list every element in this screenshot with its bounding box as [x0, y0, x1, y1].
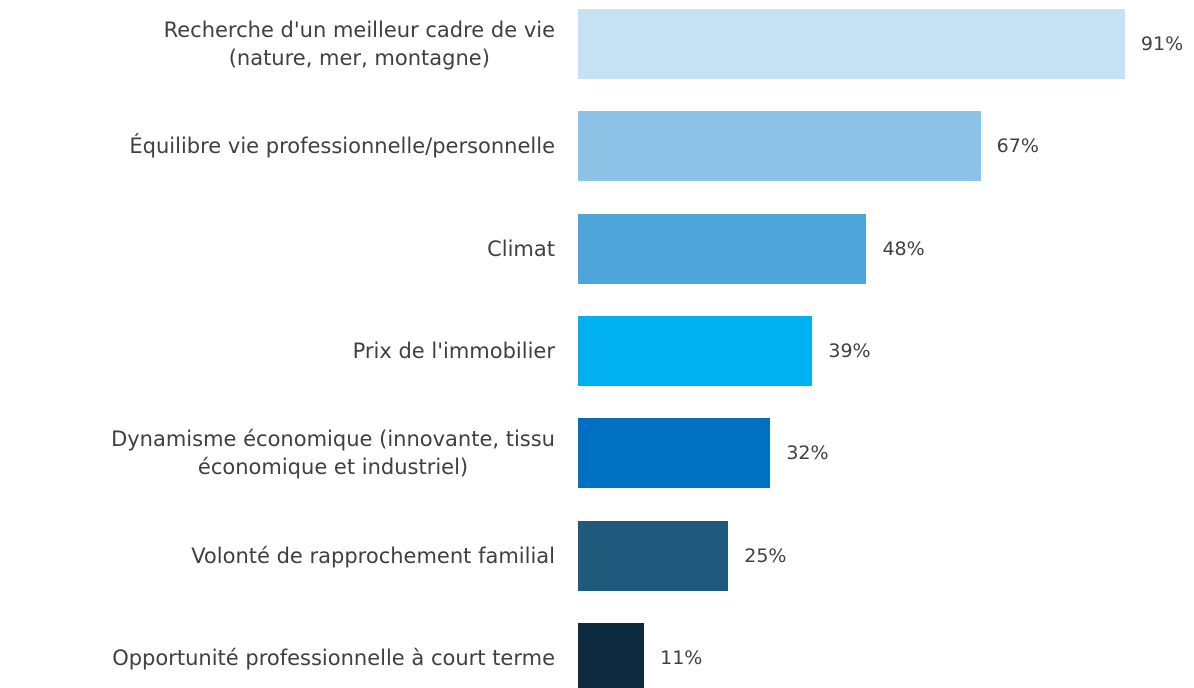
- value-label: 48%: [882, 237, 925, 260]
- bar: [578, 315, 813, 386]
- bar: [578, 9, 1125, 79]
- label-container: Équilibre vie professionnelle/personnell…: [0, 111, 555, 181]
- label-container: Opportunité professionnelle à court term…: [0, 623, 555, 688]
- value-label: 11%: [660, 646, 703, 669]
- label-container: Volonté de rapprochement familial: [0, 521, 555, 591]
- bar-row: Opportunité professionnelle à court term…: [0, 622, 1194, 688]
- category-label: Opportunité professionnelle à court term…: [112, 645, 555, 670]
- bar-row: Recherche d'un meilleur cadre de vie (na…: [0, 9, 1194, 79]
- value-label: 91%: [1140, 33, 1184, 55]
- bar: [578, 213, 867, 284]
- label-container: Dynamisme économique (innovante, tissu é…: [0, 418, 555, 488]
- bar: [578, 111, 981, 182]
- category-label: Prix de l'immobilier: [352, 338, 555, 363]
- bar-row: Climat 48%: [0, 213, 1194, 284]
- bar-row: Dynamisme économique (innovante, tissu é…: [0, 418, 1194, 489]
- value-label: 25%: [744, 544, 787, 567]
- category-label: Dynamisme économique (innovante, tissu é…: [111, 427, 555, 480]
- bar-row: Équilibre vie professionnelle/personnell…: [0, 111, 1194, 182]
- category-label: Équilibre vie professionnelle/personnell…: [129, 134, 555, 159]
- bar-row: Volonté de rapprochement familial 25%: [0, 520, 1194, 591]
- bar: [578, 418, 771, 489]
- label-container: Recherche d'un meilleur cadre de vie (na…: [0, 9, 555, 79]
- value-label: 39%: [828, 339, 871, 362]
- category-label: Recherche d'un meilleur cadre de vie (na…: [163, 18, 555, 70]
- category-label: Volonté de rapprochement familial: [191, 543, 555, 568]
- bar: [578, 520, 729, 591]
- value-label: 32%: [786, 442, 829, 465]
- value-label: 67%: [996, 135, 1039, 158]
- category-label: Climat: [487, 236, 555, 261]
- bar: [578, 622, 645, 688]
- label-container: Climat: [0, 214, 555, 284]
- label-container: Prix de l'immobilier: [0, 316, 555, 386]
- bar-row: Prix de l'immobilier 39%: [0, 315, 1194, 386]
